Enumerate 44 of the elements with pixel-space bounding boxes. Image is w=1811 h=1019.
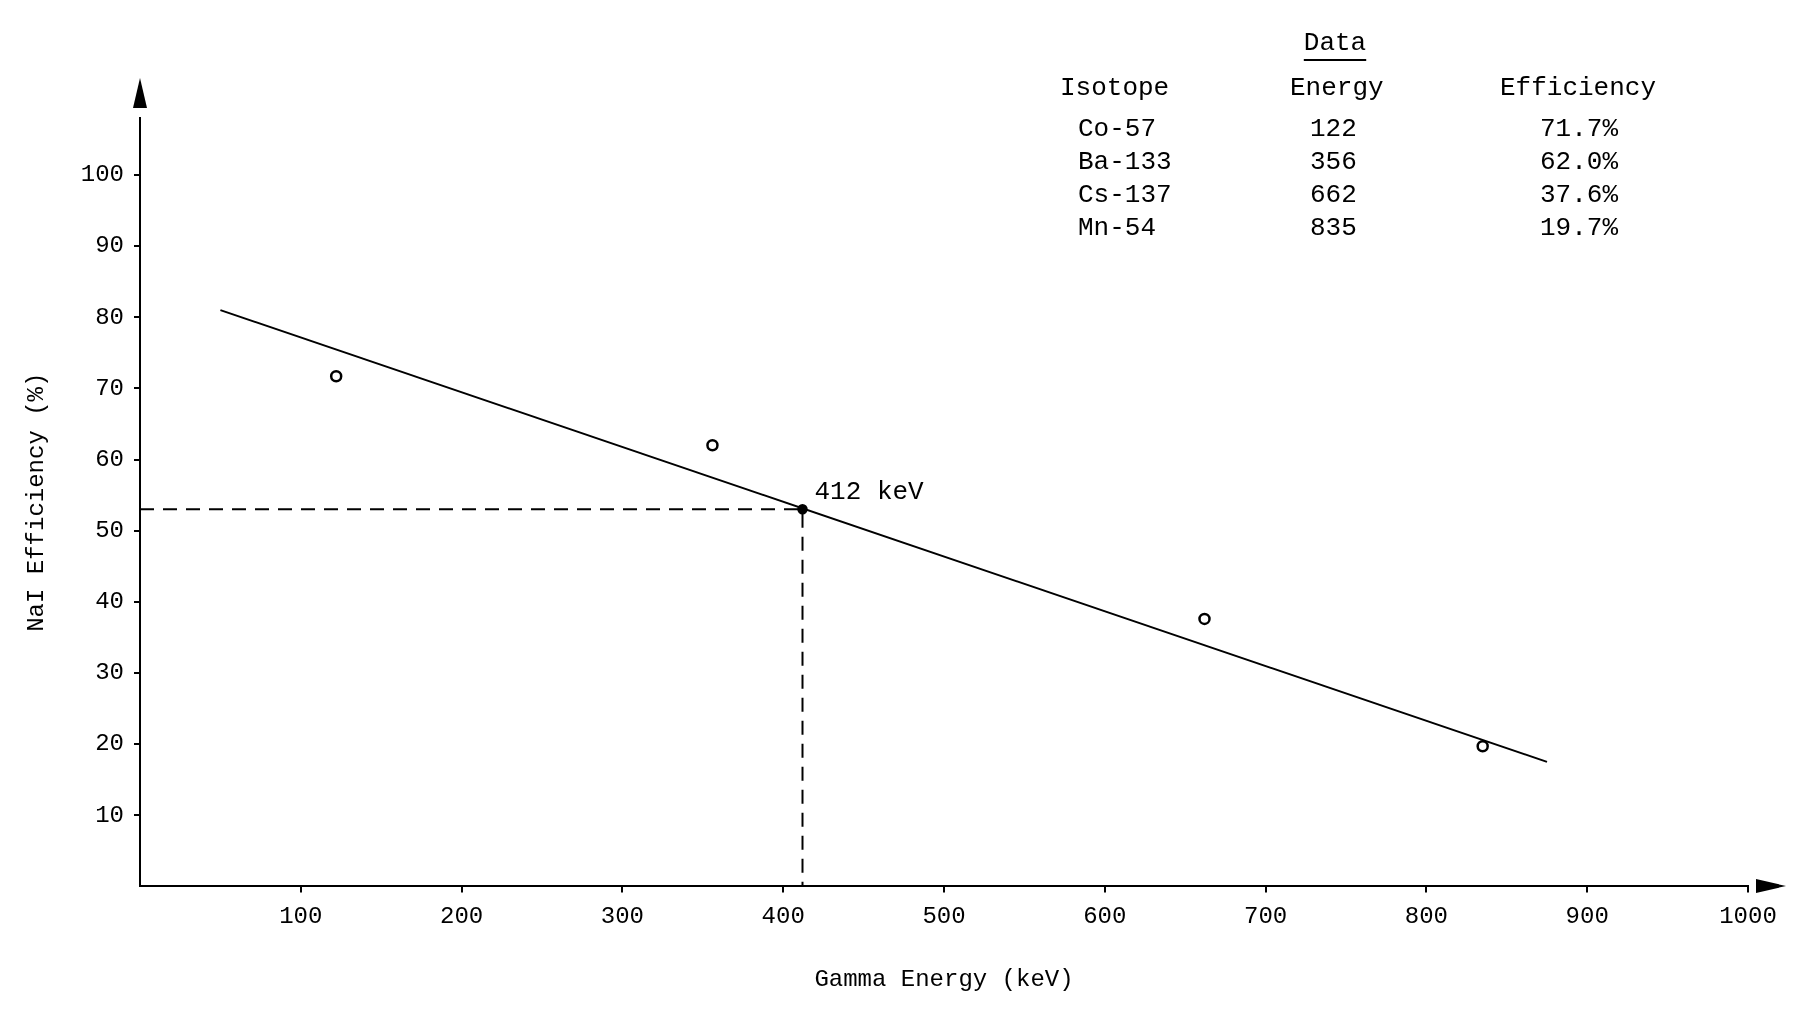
point [1476, 739, 1489, 753]
annotation: Cs-137 [1078, 179, 1172, 210]
annotation: 122 [1310, 113, 1357, 144]
text: Energy [1290, 72, 1384, 103]
annotation: 19.7% [1540, 212, 1619, 243]
y-tick-label: 90 [95, 232, 125, 260]
y-tick-label: 10 [95, 801, 125, 829]
x-tick-label: 200 [440, 903, 484, 931]
x-tick-label: 600 [1083, 903, 1127, 931]
y-tick-label: 20 [95, 730, 125, 758]
text: Data [1303, 27, 1367, 58]
point [797, 504, 808, 515]
text: Isotope [1060, 72, 1170, 103]
x-axis-title: Gamma Energy (keV) [814, 965, 1074, 993]
y-tick-label: 80 [95, 303, 125, 331]
x-tick-label: 300 [600, 903, 645, 931]
y-tick-label: 50 [95, 517, 125, 545]
y-tick-label: 40 [95, 588, 125, 616]
annotation: 412 keV [814, 477, 925, 508]
annotation: 662 [1310, 179, 1357, 210]
annotation: Ba-133 [1078, 146, 1172, 177]
x-tick-label: 800 [1404, 903, 1449, 931]
annotation: 37.6% [1540, 179, 1619, 210]
x-tick-label: 400 [761, 903, 805, 931]
y-tick-label: 100 [80, 161, 125, 189]
y-tick-label: 60 [95, 445, 125, 473]
point [1198, 612, 1211, 626]
text: Efficiency [1500, 72, 1657, 103]
annotation: 62.0% [1540, 146, 1619, 177]
y-axis-title: NaI Efficiency (%) [22, 372, 50, 632]
x-tick-label: 1000 [1719, 903, 1777, 931]
y-tick-label: 70 [95, 374, 125, 402]
annotation: 835 [1310, 212, 1357, 243]
annotation: 71.7% [1540, 113, 1619, 144]
x-tick-label: 100 [279, 903, 323, 931]
annotation: Co-57 [1078, 113, 1157, 144]
x-tick-label: 500 [922, 903, 966, 931]
annotation: Mn-54 [1078, 212, 1157, 243]
y-tick-label: 30 [95, 659, 125, 687]
point [706, 439, 719, 452]
x-tick-label: 900 [1565, 903, 1609, 931]
annotation: 356 [1310, 146, 1357, 177]
x-tick-label: 700 [1243, 903, 1288, 931]
point [329, 370, 343, 383]
